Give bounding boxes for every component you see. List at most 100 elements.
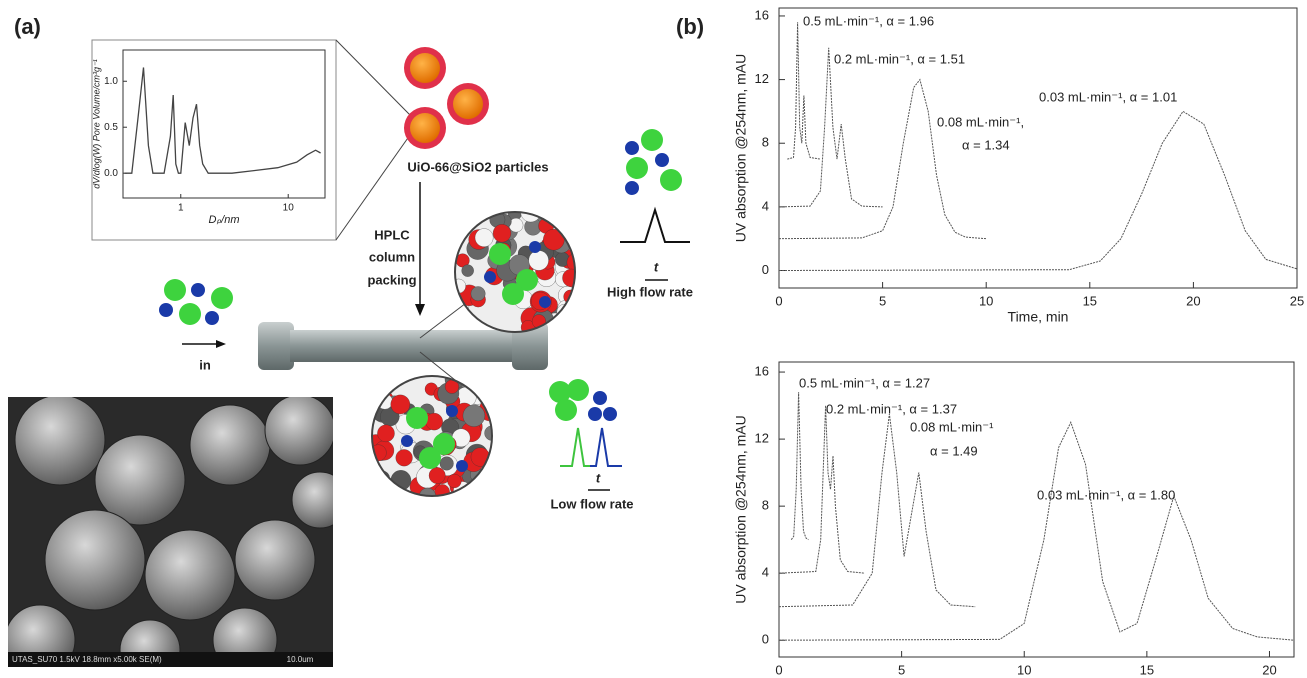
sem-image	[8, 397, 333, 667]
atom	[470, 286, 486, 302]
y-tick-label: 1.0	[104, 76, 118, 87]
analytes	[625, 129, 682, 195]
zoom-circle	[454, 211, 576, 333]
atom	[484, 271, 496, 283]
atom	[520, 212, 541, 223]
plot-frame	[778, 7, 1298, 289]
atom	[446, 405, 458, 417]
y-tick-label: 0	[762, 632, 769, 647]
y-axis-label: UV absorption @254nm, mAU	[733, 415, 749, 604]
x-tick-label: 10	[979, 293, 993, 308]
arrow-head	[415, 304, 425, 316]
atom	[483, 390, 492, 409]
atom	[378, 378, 392, 392]
atom	[561, 212, 575, 224]
atom	[462, 404, 486, 427]
atom	[406, 407, 428, 429]
y-tick-label: 0.5	[104, 122, 118, 133]
x-tick-label: 20	[1186, 293, 1200, 308]
atom	[456, 216, 470, 230]
atom	[372, 465, 383, 488]
zoom-line	[419, 299, 471, 339]
packing-label: packing	[367, 272, 416, 287]
particles-label: UiO-66@SiO2 particles	[407, 159, 548, 174]
atom	[377, 424, 395, 443]
atom	[433, 433, 455, 455]
atom	[566, 252, 575, 272]
y-tick-label: 16	[755, 7, 769, 22]
atom	[558, 314, 575, 331]
atom	[557, 212, 574, 225]
x-tick-label: 0	[775, 662, 782, 677]
atom	[419, 487, 436, 496]
atom	[474, 228, 494, 247]
y-tick-label: 12	[755, 431, 769, 446]
sem-particle	[119, 619, 181, 667]
atom	[380, 376, 398, 390]
x-tick-label: 20	[1262, 662, 1276, 677]
annotation: α = 1.49	[930, 443, 978, 458]
atom	[528, 250, 549, 271]
charts: 1 10 0.0 0.5 1.0 Dₚ/nm dV/dlog(W) Pore Volume/…	[91, 7, 1304, 678]
sem-particle	[14, 397, 106, 486]
atom	[455, 212, 472, 220]
sem-particle	[189, 404, 271, 486]
data-line	[778, 421, 1295, 641]
atom	[428, 467, 446, 484]
atom	[401, 435, 413, 447]
data-line	[124, 67, 321, 174]
atom	[456, 460, 468, 472]
annotation: 0.5 mL·min⁻¹, α = 1.27	[799, 375, 930, 390]
atom	[379, 376, 392, 387]
atom	[462, 376, 484, 388]
x-tick-label: 10	[1017, 662, 1031, 677]
atom	[374, 470, 390, 486]
y-tick-label: 4	[762, 198, 769, 213]
sem-particle	[94, 434, 186, 526]
atom	[492, 224, 512, 243]
x-tick-label: 10	[283, 203, 295, 214]
atom	[546, 323, 561, 332]
x-axis-label: Dₚ/nm	[209, 214, 240, 226]
packing-label: HPLC	[374, 227, 410, 242]
atom	[447, 473, 462, 489]
atom	[502, 283, 524, 305]
particles	[404, 47, 489, 149]
plot-frame	[122, 49, 326, 199]
zoom-view	[372, 376, 492, 496]
atom	[455, 218, 462, 235]
sem-particle	[264, 397, 333, 466]
y-tick-label: 16	[755, 363, 769, 378]
inset-frame	[91, 39, 337, 241]
x-tick-label: 15	[1083, 293, 1097, 308]
time-symbol: t	[596, 470, 601, 485]
y-tick-label: 4	[762, 565, 769, 580]
y-tick-label: 12	[755, 71, 769, 86]
atom	[567, 227, 575, 247]
atom	[543, 229, 565, 251]
annotation: 0.2 mL·min⁻¹, α = 1.37	[826, 401, 957, 416]
panel-label: (a)	[14, 14, 41, 39]
flow-label: Low flow rate	[550, 496, 633, 511]
atom	[481, 376, 492, 391]
atom	[425, 412, 443, 431]
y-axis-label: UV absorption @254nm, mAU	[733, 54, 749, 243]
atom	[467, 376, 488, 390]
zoom-line	[335, 39, 411, 116]
annotation: 0.03 mL·min⁻¹, α = 1.80	[1037, 487, 1175, 502]
x-tick-label: 5	[879, 293, 886, 308]
sem-particle	[8, 604, 76, 667]
plot-frame	[778, 361, 1295, 658]
x-tick-label: 25	[1290, 293, 1304, 308]
data-line	[778, 110, 1298, 271]
flow-label: High flow rate	[607, 284, 693, 299]
x-tick-label: 1	[178, 203, 184, 214]
atom	[489, 243, 511, 265]
atom	[372, 376, 384, 387]
y-tick-label: 8	[762, 498, 769, 513]
zoom-view	[455, 212, 575, 332]
annotation: 0.08 mL·min⁻¹,	[937, 114, 1024, 129]
sem-particle	[44, 509, 146, 611]
annotation: 0.2 mL·min⁻¹, α = 1.51	[834, 51, 965, 66]
atom	[470, 447, 490, 467]
